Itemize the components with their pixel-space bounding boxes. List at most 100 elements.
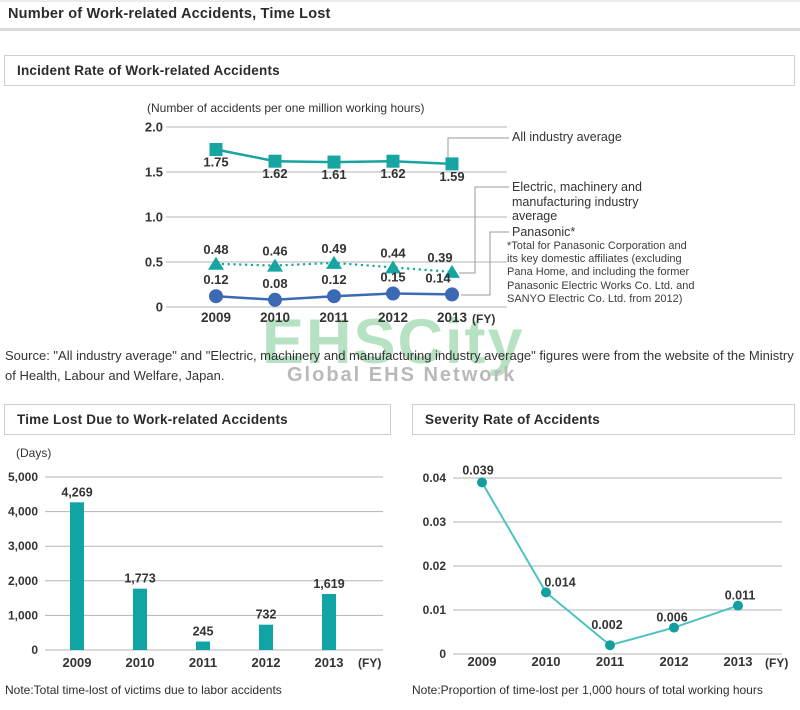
time-lost-chart: 5,000 4,000 3,000 2,000 1,000 0 4,269 2009 1,773… xyxy=(8,470,383,670)
data-point-marker xyxy=(267,258,283,272)
y-tick-label: 0 xyxy=(156,300,163,315)
y-tick-label: 0 xyxy=(31,643,38,657)
section-header-incident-rate: Incident Rate of Work-related Accidents xyxy=(4,55,795,86)
bar-value-label: 4,269 xyxy=(61,485,92,499)
legend-electric-industry-average: Electric, machinery and manufacturing in… xyxy=(512,180,642,223)
top-divider xyxy=(0,0,800,2)
bar xyxy=(196,641,210,650)
data-point-label: 1.59 xyxy=(439,169,464,184)
bar-value-label: 1,773 xyxy=(124,572,155,586)
data-point-label: 0.14 xyxy=(425,270,451,285)
y-tick-label: 0.01 xyxy=(423,603,447,617)
data-point-label: 1.62 xyxy=(380,166,405,181)
x-tick-label: 2012 xyxy=(660,654,689,669)
data-point-marker xyxy=(605,640,615,651)
data-point-marker xyxy=(733,600,743,611)
bar-value-label: 245 xyxy=(193,625,214,639)
time-lost-note: Note:Total time-lost of victims due to l… xyxy=(5,683,282,697)
x-axis-label: (FY) xyxy=(472,312,495,326)
y-tick-label: 1.5 xyxy=(145,165,163,180)
x-tick-label: 2013 xyxy=(437,310,468,325)
data-point-marker xyxy=(327,289,341,304)
data-point-marker xyxy=(268,154,282,168)
data-point-label: 0.002 xyxy=(591,618,622,632)
data-point-marker xyxy=(669,622,679,633)
section-title-incident-rate: Incident Rate of Work-related Accidents xyxy=(17,63,280,78)
data-point-marker xyxy=(268,292,282,307)
data-point-marker xyxy=(209,143,223,156)
y-tick-label: 0.02 xyxy=(423,559,447,573)
data-point-marker xyxy=(386,286,400,301)
x-tick-label: 2011 xyxy=(319,310,349,325)
legend-all-industry-average: All industry average xyxy=(512,130,622,144)
data-point-label: 1.61 xyxy=(321,167,346,182)
data-point-label: 0.12 xyxy=(321,272,346,287)
x-tick-label: 2010 xyxy=(126,655,155,670)
data-point-label: 0.44 xyxy=(380,245,406,260)
x-tick-label: 2010 xyxy=(532,654,561,669)
legend-connector-line xyxy=(459,186,509,274)
legend-connector-line xyxy=(461,231,509,296)
severity-note: Note:Proportion of time-lost per 1,000 h… xyxy=(412,683,763,697)
bar-value-label: 1,619 xyxy=(313,577,344,591)
data-point-marker xyxy=(208,256,224,270)
y-tick-label: 0.03 xyxy=(423,515,447,529)
x-axis-label: (FY) xyxy=(765,656,788,670)
data-point-marker xyxy=(386,154,400,168)
data-point-label: 0.08 xyxy=(262,276,287,291)
data-point-label: 0.014 xyxy=(544,575,575,589)
legend-panasonic-footnote: *Total for Panasonic Corporation and its… xyxy=(507,240,695,305)
data-point-label: 0.15 xyxy=(380,270,405,285)
data-point-label: 0.039 xyxy=(462,463,493,477)
x-tick-label: 2012 xyxy=(378,310,408,325)
data-point-marker xyxy=(477,477,487,488)
data-point-marker xyxy=(385,260,401,274)
legend-panasonic: Panasonic* xyxy=(512,225,576,239)
section-title-time-lost: Time Lost Due to Work-related Accidents xyxy=(17,412,288,427)
x-tick-label: 2011 xyxy=(189,655,217,670)
severity-rate-chart: 0.04 0.03 0.02 0.01 0 0.039 2009 0.014 2010 0.002… xyxy=(423,463,789,670)
time-lost-chart-unit-label: (Days) xyxy=(16,446,52,460)
y-tick-label: 4,000 xyxy=(8,505,38,519)
x-tick-label: 2010 xyxy=(260,310,290,325)
watermark-logo: EHSCity xyxy=(262,307,525,377)
x-tick-label: 2013 xyxy=(315,655,344,670)
data-point-label: 0.39 xyxy=(427,250,452,265)
data-point-marker xyxy=(445,287,459,302)
section-title-severity-rate: Severity Rate of Accidents xyxy=(425,412,601,427)
data-point-marker xyxy=(326,255,342,269)
legend-connector-line xyxy=(447,137,509,158)
watermark-subtitle: Global EHS Network xyxy=(287,364,517,386)
source-text: Source: "All industry average" and "Elec… xyxy=(5,348,794,383)
y-tick-label: 0 xyxy=(439,647,446,661)
y-tick-label: 0.5 xyxy=(145,255,163,270)
data-point-label: 0.49 xyxy=(321,241,346,256)
y-tick-label: 1,000 xyxy=(8,608,38,622)
section-header-time-lost: Time Lost Due to Work-related Accidents xyxy=(4,404,391,435)
x-axis-label: (FY) xyxy=(358,656,381,670)
data-point-label: 0.48 xyxy=(203,242,228,257)
data-point-label: 0.006 xyxy=(656,611,687,625)
x-tick-label: 2009 xyxy=(201,310,231,325)
y-tick-label: 0.04 xyxy=(423,471,447,485)
bar-value-label: 732 xyxy=(256,608,277,622)
data-point-marker xyxy=(327,155,341,169)
page-title: Number of Work-related Accidents, Time L… xyxy=(8,6,331,22)
data-point-label: 0.46 xyxy=(262,244,287,259)
data-point-label: 0.011 xyxy=(725,589,756,603)
y-tick-label: 2,000 xyxy=(8,574,38,588)
data-point-marker xyxy=(444,264,460,278)
x-tick-label: 2011 xyxy=(596,654,624,669)
bar xyxy=(259,624,273,650)
title-underline xyxy=(0,28,800,31)
y-tick-label: 1.0 xyxy=(145,210,163,225)
data-point-label: 0.12 xyxy=(203,272,228,287)
bar xyxy=(133,588,147,650)
y-tick-label: 2.0 xyxy=(145,120,163,135)
data-point-marker xyxy=(209,289,223,304)
x-tick-label: 2012 xyxy=(252,655,281,670)
y-tick-label: 5,000 xyxy=(8,470,38,484)
section-header-severity-rate: Severity Rate of Accidents xyxy=(412,404,795,435)
y-tick-label: 3,000 xyxy=(8,539,38,553)
